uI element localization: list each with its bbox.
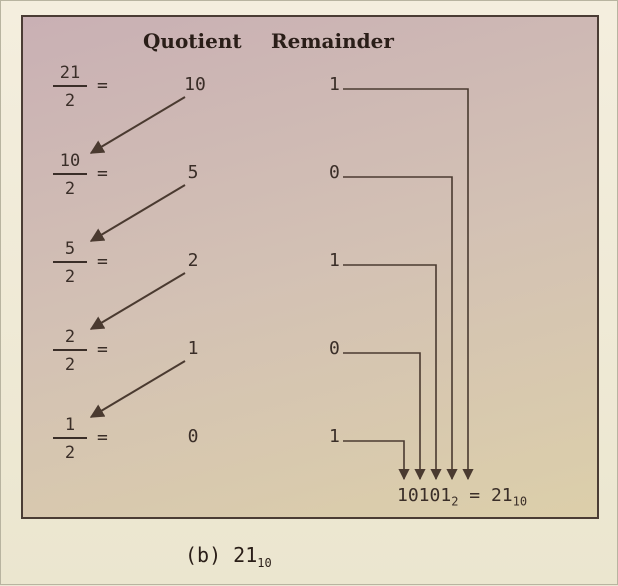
equals-sign: = [97,75,108,96]
denominator: 2 [64,91,76,111]
caption-text: (b) 21 [185,543,258,567]
remainder-value: 0 [329,338,340,359]
fraction-bar [53,173,87,175]
denominator: 2 [64,443,76,463]
denominator: 2 [64,267,76,287]
fraction-row-4: 2 2 [53,327,87,375]
carry-arrow-2 [89,184,186,242]
remainder-arrow-3 [343,264,442,481]
denominator: 2 [64,355,76,375]
decimal-value: 21 [490,485,513,506]
numerator: 10 [59,151,81,171]
numerator: 1 [64,415,76,435]
quotient-value: 1 [187,338,199,359]
fraction-row-2: 10 2 [53,151,87,199]
remainder-header: Remainder [271,29,394,53]
quotient-value: 10 [184,74,206,95]
numerator: 2 [64,327,76,347]
quotient-value: 0 [187,426,199,447]
equals-sign: = [97,339,108,360]
fraction-bar [53,85,87,87]
quotient-header: Quotient [143,29,242,53]
remainder-value: 0 [329,162,340,183]
carry-arrow-3 [89,272,186,330]
numerator: 5 [64,239,76,259]
fraction-row-5: 1 2 [53,415,87,463]
fraction-row-1: 21 2 [53,63,87,111]
equals-sign: = [97,251,108,272]
fraction-bar [53,437,87,439]
binary-base: 2 [451,494,459,509]
remainder-value: 1 [329,426,340,447]
caption-base: 10 [257,556,272,570]
remainder-arrow-2 [343,176,458,481]
remainder-arrow-5 [343,440,410,481]
fraction-bar [53,349,87,351]
binary-result: 101012 = 2110 [397,485,527,509]
diagram-panel [21,15,599,519]
equals-sign: = [97,427,108,448]
quotient-value: 5 [187,162,199,183]
denominator: 2 [64,179,76,199]
remainder-value: 1 [329,74,340,95]
numerator: 21 [59,63,81,83]
quotient-value: 2 [187,250,199,271]
fraction-bar [53,261,87,263]
result-equals: = [469,485,481,506]
carry-arrow-1 [89,96,186,154]
remainder-arrow-1 [343,88,474,481]
remainder-arrow-4 [343,352,426,481]
fraction-row-3: 5 2 [53,239,87,287]
carry-arrow-4 [89,360,186,418]
equals-sign: = [97,163,108,184]
figure-caption: (b) 2110 [185,543,272,570]
binary-digits: 10101 [397,485,452,506]
decimal-base: 10 [512,494,528,509]
remainder-value: 1 [329,250,340,271]
